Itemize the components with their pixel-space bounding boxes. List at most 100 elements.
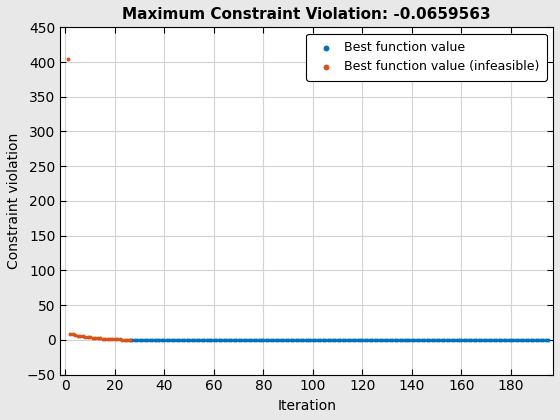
Best function value: [395, 336, 404, 343]
Best function value: [524, 336, 533, 343]
Best function value (infeasible): [86, 334, 95, 341]
Best function value: [262, 337, 270, 344]
Best function value: [306, 336, 315, 343]
Best function value: [286, 337, 295, 344]
Best function value: [420, 336, 429, 343]
Best function value: [239, 337, 248, 344]
Best function value: [162, 337, 171, 344]
Best function value: [405, 337, 414, 344]
Best function value: [348, 337, 357, 344]
Best function value: [373, 336, 382, 343]
Best function value: [435, 336, 444, 343]
Best function value: [340, 337, 349, 344]
Best function value: [214, 336, 223, 343]
Best function value: [457, 336, 466, 343]
Best function value: [452, 337, 461, 344]
Best function value: [343, 336, 352, 343]
Best function value: [220, 336, 228, 343]
Best function value: [410, 336, 419, 343]
Best function value: [380, 336, 389, 343]
Best function value: [125, 336, 134, 343]
Best function value: [502, 337, 511, 344]
Best function value: [544, 337, 553, 344]
Best function value: [455, 337, 464, 344]
Best function value: [232, 337, 241, 344]
Best function value: [269, 336, 278, 343]
Best function value (infeasible): [73, 332, 82, 339]
Best function value: [519, 337, 528, 344]
Best function value: [135, 336, 144, 343]
Best function value: [217, 336, 226, 343]
Best function value: [199, 337, 208, 344]
Best function value: [385, 336, 394, 343]
Best function value: [514, 336, 523, 343]
Best function value: [207, 336, 216, 343]
Best function value: [361, 337, 370, 344]
Best function value: [403, 336, 412, 343]
Best function value: [264, 336, 273, 343]
Best function value: [274, 337, 283, 344]
Best function value: [319, 337, 328, 344]
Best function value: [172, 336, 181, 343]
Best function value: [311, 337, 320, 344]
Best function value: [227, 336, 236, 343]
Best function value: [304, 336, 312, 343]
Best function value (infeasible): [81, 333, 90, 340]
Best function value: [351, 336, 360, 343]
Best function value: [331, 336, 340, 343]
Best function value: [427, 336, 436, 343]
Best function value: [276, 337, 285, 344]
Best function value: [244, 337, 253, 344]
Best function value: [291, 337, 300, 344]
Best function value: [521, 336, 530, 343]
Best function value (infeasible): [108, 336, 117, 342]
Best function value: [440, 337, 449, 344]
Best function value: [160, 337, 169, 344]
Best function value (infeasible): [105, 336, 114, 342]
Best function value: [447, 336, 456, 343]
Best function value: [353, 337, 362, 344]
Best function value: [237, 336, 246, 343]
Best function value (infeasible): [120, 336, 129, 343]
Best function value: [531, 336, 540, 343]
Best function value (infeasible): [78, 333, 87, 340]
Best function value: [296, 337, 305, 344]
Best function value: [138, 336, 147, 343]
Best function value: [321, 337, 330, 344]
Best function value: [175, 336, 184, 343]
Best function value: [251, 336, 260, 343]
Best function value: [209, 337, 218, 344]
Best function value: [130, 336, 139, 343]
Best function value: [541, 336, 550, 343]
Best function value: [140, 336, 149, 343]
Best function value: [234, 336, 243, 343]
Best function value: [408, 336, 417, 343]
Best function value: [412, 336, 421, 343]
Best function value: [489, 336, 498, 343]
Best function value: [128, 336, 137, 343]
Best function value: [422, 336, 431, 343]
Best function value (infeasible): [118, 336, 127, 343]
Best function value: [358, 337, 367, 344]
Best function value: [293, 336, 302, 343]
Best function value (infeasible): [71, 332, 80, 339]
Best function value: [432, 336, 441, 343]
Best function value: [267, 337, 276, 344]
Best function value: [378, 336, 387, 343]
Best function value: [165, 337, 174, 344]
Best function value: [356, 336, 365, 343]
Y-axis label: Constraint violation: Constraint violation: [7, 133, 21, 269]
Best function value: [150, 336, 159, 343]
Best function value: [204, 336, 213, 343]
Best function value: [288, 336, 297, 343]
Best function value: [459, 336, 468, 343]
Best function value: [474, 337, 483, 344]
Best function value (infeasible): [76, 333, 85, 339]
Title: Maximum Constraint Violation: -0.0659563: Maximum Constraint Violation: -0.0659563: [123, 7, 491, 22]
Best function value: [400, 336, 409, 343]
Best function value: [192, 336, 201, 343]
Best function value (infeasible): [125, 336, 134, 343]
Best function value (infeasible): [68, 331, 77, 338]
Best function value: [370, 337, 379, 344]
Best function value: [511, 336, 520, 343]
